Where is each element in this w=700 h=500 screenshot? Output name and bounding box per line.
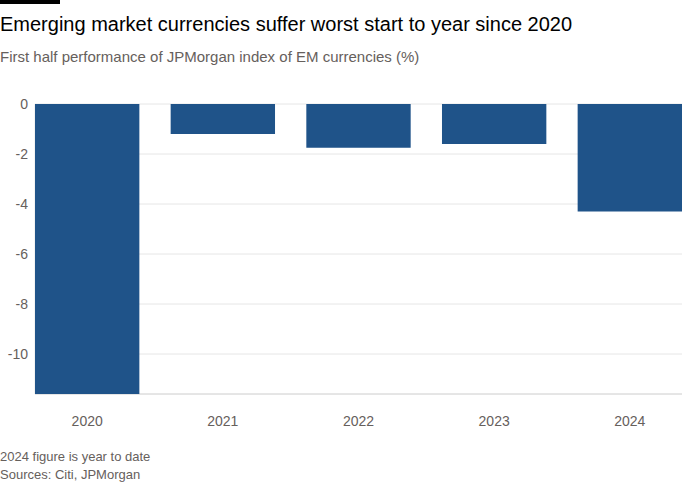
- x-tick-label: 2021: [207, 413, 238, 429]
- x-tick-label: 2023: [479, 413, 510, 429]
- x-tick-label: 2022: [343, 413, 374, 429]
- x-tick-label: 2020: [72, 413, 103, 429]
- bar: [306, 104, 410, 148]
- brand-bar: [0, 0, 60, 4]
- y-tick-label: -6: [16, 246, 29, 262]
- source: Sources: Citi, JPMorgan: [0, 467, 140, 482]
- y-tick-label: -8: [16, 296, 29, 312]
- bar: [578, 104, 682, 212]
- chart-svg: Emerging market currencies suffer worst …: [0, 0, 700, 500]
- y-tick-label: 0: [20, 96, 28, 112]
- subtitle: First half performance of JPMorgan index…: [0, 48, 419, 65]
- y-tick-label: -2: [16, 146, 29, 162]
- title: Emerging market currencies suffer worst …: [0, 13, 572, 35]
- y-tick-label: -4: [16, 196, 29, 212]
- x-tick-label: 2024: [614, 413, 645, 429]
- chart-root: Emerging market currencies suffer worst …: [0, 0, 700, 500]
- bar: [35, 104, 139, 394]
- y-tick-label: -10: [8, 346, 28, 362]
- bars: [35, 104, 682, 394]
- bar: [171, 104, 275, 134]
- note: 2024 figure is year to date: [0, 449, 150, 464]
- bar: [442, 104, 546, 144]
